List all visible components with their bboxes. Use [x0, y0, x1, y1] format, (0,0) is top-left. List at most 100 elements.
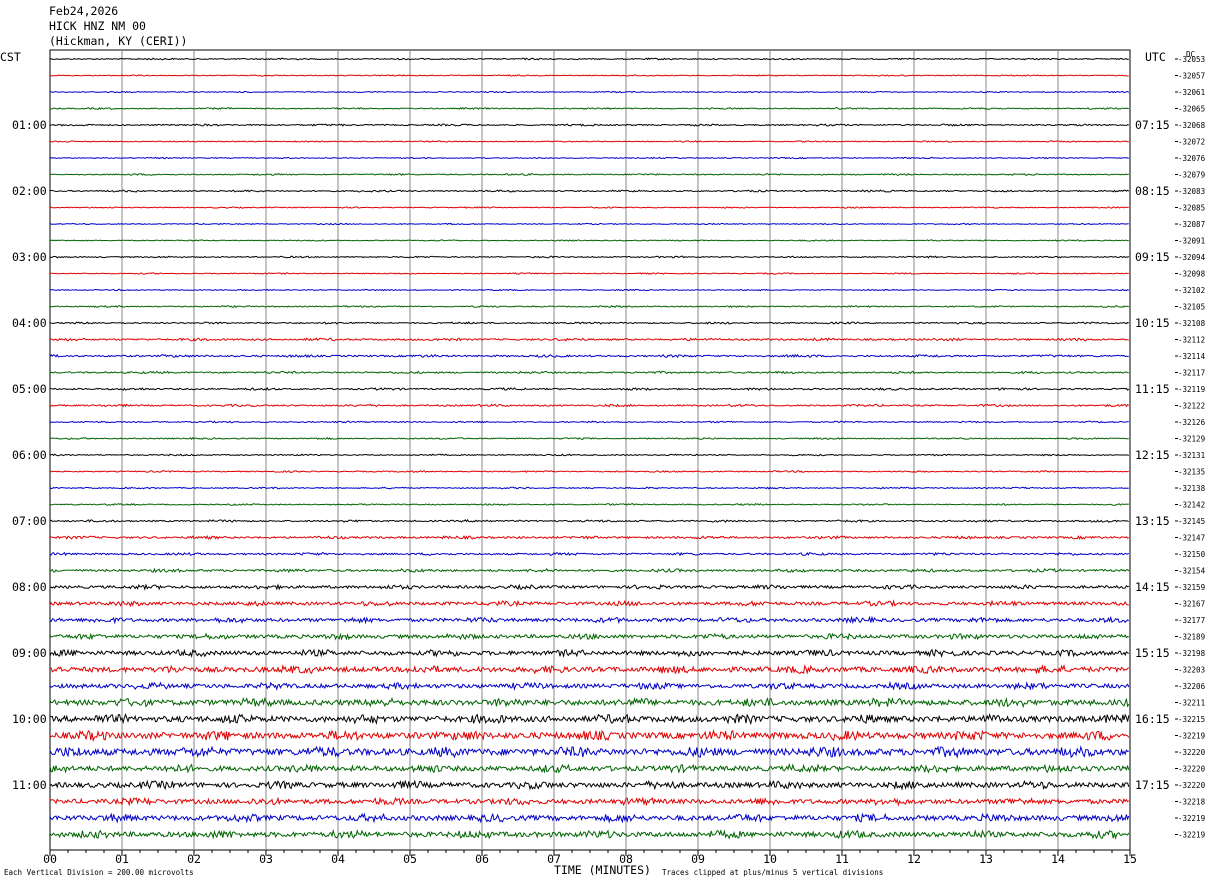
dc-offset-label: -32102 [1178, 286, 1205, 295]
seismic-trace [49, 453, 1129, 457]
hour-label-left: 07:00 [12, 514, 47, 528]
dc-offset-label: -32122 [1178, 402, 1205, 411]
seismic-trace [49, 370, 1129, 375]
x-tick-label: 12 [907, 852, 921, 866]
header-station: HICK HNZ NM 00 [49, 19, 146, 33]
hour-label-right: 08:15 [1135, 184, 1170, 198]
seismic-trace [49, 57, 1129, 61]
dc-offset-label: -32057 [1178, 72, 1205, 81]
dc-offset-label: -32053 [1178, 55, 1205, 64]
dc-offset-label: -32150 [1178, 550, 1206, 559]
x-tick-label: 15 [1123, 852, 1137, 866]
seismic-trace [50, 106, 1129, 110]
seismic-trace [49, 255, 1130, 259]
dc-offset-label: -32065 [1178, 105, 1205, 114]
hour-label-left: 05:00 [12, 382, 47, 396]
trace-group [49, 57, 1130, 840]
dc-offset-label: -32211 [1178, 699, 1205, 708]
right-timezone-label: UTC [1145, 50, 1166, 64]
hour-label-right: 11:15 [1135, 382, 1170, 396]
seismic-trace [49, 222, 1129, 226]
dc-offset-label: -32138 [1178, 484, 1206, 493]
hour-label-left: 01:00 [12, 118, 47, 132]
dc-offset-label: -32135 [1178, 468, 1205, 477]
seismic-trace [49, 173, 1129, 177]
seismic-trace [49, 156, 1130, 160]
dc-offset-label: -32206 [1178, 682, 1206, 691]
hour-label-right: 09:15 [1135, 250, 1170, 264]
dc-offset-label: -32215 [1178, 715, 1205, 724]
x-axis-title: TIME (MINUTES) [554, 863, 651, 877]
plot-grid [49, 49, 1131, 856]
x-tick-label: 00 [43, 852, 57, 866]
hour-label-right: 13:15 [1135, 514, 1170, 528]
header-date: Feb24,2026 [49, 4, 119, 18]
x-tick-label: 07 [547, 852, 561, 866]
dc-offset-label: -32219 [1178, 814, 1205, 823]
seismic-trace [49, 680, 1130, 691]
seismic-trace [49, 664, 1130, 675]
seismic-trace [49, 796, 1130, 807]
seismic-trace [49, 763, 1130, 774]
seismic-trace [49, 123, 1129, 127]
seismic-trace [49, 189, 1130, 193]
dc-offset-label: -32098 [1178, 270, 1206, 279]
seismic-trace [49, 90, 1130, 94]
header-location: (Hickman, KY (CERI)) [49, 34, 188, 48]
hour-label-right: 16:15 [1135, 712, 1170, 726]
seismic-trace [49, 304, 1130, 308]
dc-offset-label: -32105 [1178, 303, 1205, 312]
seismic-trace [49, 615, 1130, 625]
seismic-trace [49, 387, 1130, 392]
dc-offset-label: -32091 [1178, 237, 1205, 246]
x-tick-label: 04 [331, 852, 345, 866]
dc-offset-label: -32068 [1178, 121, 1206, 130]
dc-offset-label: -32220 [1178, 781, 1206, 790]
x-tick-label: 13 [979, 852, 993, 866]
hour-label-left: 04:00 [12, 316, 47, 330]
dc-offset-label: -32061 [1178, 88, 1205, 97]
seismic-trace [49, 206, 1129, 209]
seismic-trace [49, 337, 1129, 342]
hour-label-left: 09:00 [12, 646, 47, 660]
hour-label-left: 11:00 [12, 778, 47, 792]
axis-labels: 00 01 02 03 04 05 06 07 08 09 10 11 12 13 14 15 -32053 -3… [12, 55, 1206, 866]
seismic-trace [49, 486, 1129, 490]
seismic-trace [49, 745, 1130, 759]
dc-offset-label: -32072 [1178, 138, 1205, 147]
dc-offset-label: -32219 [1178, 732, 1205, 741]
x-tick-label: 05 [403, 852, 417, 866]
dc-offset-label: -32083 [1178, 187, 1205, 196]
dc-offset-label: -32145 [1178, 517, 1205, 526]
seismic-trace [49, 713, 1130, 726]
x-tick-label: 09 [691, 852, 705, 866]
clip-note: Traces clipped at plus/minus 5 vertical … [662, 868, 883, 877]
hour-label-left: 06:00 [12, 448, 47, 462]
seismic-trace [49, 420, 1129, 424]
left-timezone-label: CST [0, 50, 21, 64]
hour-label-left: 10:00 [12, 712, 47, 726]
dc-offset-label: -32108 [1178, 319, 1206, 328]
dc-offset-label: -32126 [1178, 418, 1206, 427]
seismic-trace [49, 321, 1129, 325]
dc-offset-label: -32147 [1178, 534, 1205, 543]
hour-label-right: 17:15 [1135, 778, 1170, 792]
dc-offset-label: -32177 [1178, 616, 1205, 625]
seismic-trace [49, 436, 1129, 441]
dc-offset-label: -32159 [1178, 583, 1205, 592]
x-tick-label: 03 [259, 852, 273, 866]
seismic-trace [49, 239, 1129, 242]
dc-offset-label: -32203 [1178, 666, 1205, 675]
dc-offset-label: -32167 [1178, 600, 1205, 609]
dc-offset-label: -32087 [1178, 220, 1205, 229]
x-tick-label: 08 [619, 852, 633, 866]
dc-offset-label: -32142 [1178, 501, 1205, 510]
hour-label-right: 15:15 [1135, 646, 1170, 660]
plot-frame [49, 49, 1131, 851]
seismic-trace [49, 551, 1130, 557]
seismic-trace [49, 470, 1129, 474]
dc-offset-label: -32076 [1178, 154, 1206, 163]
dc-offset-label: -32119 [1178, 385, 1205, 394]
dc-offset-label: -32189 [1178, 633, 1205, 642]
